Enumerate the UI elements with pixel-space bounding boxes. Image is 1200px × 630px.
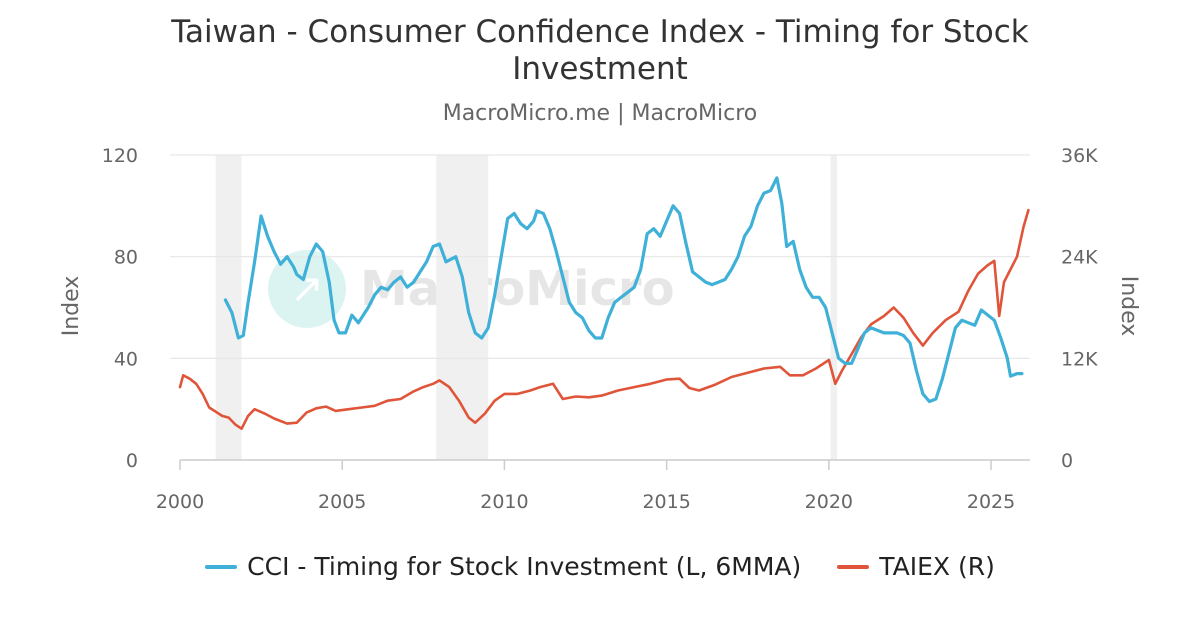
y-left-tick-label: 120 bbox=[102, 145, 138, 167]
chart-title: Taiwan - Consumer Confidence Index - Tim… bbox=[171, 14, 1029, 87]
y-left-tick-label: 40 bbox=[114, 348, 138, 370]
axes: 0 40 80 120 0 12K 24K 36K 2000 2005 2010 2015 2020 20… bbox=[102, 145, 1098, 513]
x-tick-label: 2005 bbox=[318, 491, 366, 513]
series-line-cci bbox=[223, 176, 1024, 404]
legend-label-taiex: TAIEX (R) bbox=[879, 552, 995, 581]
x-tick-label: 2025 bbox=[967, 491, 1015, 513]
x-tick-label: 2020 bbox=[805, 491, 853, 513]
y-right-axis-title: Index bbox=[1116, 276, 1141, 337]
legend-swatch-taiex bbox=[837, 564, 870, 569]
legend: CCI - Timing for Stock Investment (L, 6M… bbox=[0, 552, 1200, 581]
gridlines bbox=[170, 154, 1030, 359]
recession-shading bbox=[215, 155, 837, 460]
y-left-axis-title: Index bbox=[59, 276, 84, 337]
y-left-tick-label: 0 bbox=[126, 450, 138, 472]
y-right-tick-label: 0 bbox=[1061, 450, 1073, 472]
recession-band-3 bbox=[830, 155, 837, 460]
x-tick-label: 2000 bbox=[156, 491, 204, 513]
x-tick-label: 2010 bbox=[480, 491, 528, 513]
y-right-tick-label: 12K bbox=[1061, 348, 1098, 370]
y-left-tick-label: 80 bbox=[114, 247, 138, 269]
watermark-text: MacroMicro bbox=[360, 261, 675, 317]
legend-item-cci[interactable]: CCI - Timing for Stock Investment (L, 6M… bbox=[205, 552, 801, 581]
y-right-tick-label: 36K bbox=[1061, 145, 1098, 167]
legend-label-cci: CCI - Timing for Stock Investment (L, 6M… bbox=[247, 552, 802, 581]
series-layer bbox=[178, 176, 1030, 431]
y-right-tick-label: 24K bbox=[1061, 247, 1098, 269]
series-line-taiex bbox=[178, 208, 1030, 431]
legend-item-taiex[interactable]: TAIEX (R) bbox=[837, 552, 995, 581]
recession-band-2 bbox=[436, 155, 489, 460]
x-tick-label: 2015 bbox=[642, 491, 690, 513]
chart-subtitle: MacroMicro.me | MacroMicro bbox=[442, 101, 758, 126]
legend-swatch-cci bbox=[205, 564, 238, 569]
